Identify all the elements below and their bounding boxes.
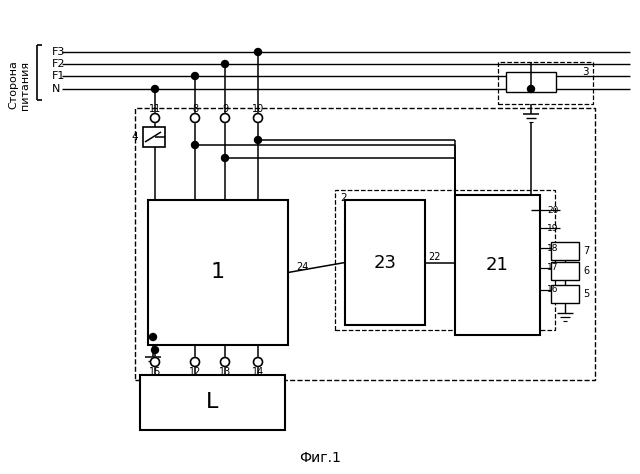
Bar xyxy=(551,242,579,260)
Text: L: L xyxy=(206,392,219,412)
Circle shape xyxy=(253,113,262,122)
Text: Сторона: Сторона xyxy=(8,61,18,109)
Text: 4: 4 xyxy=(131,132,138,142)
Text: 11: 11 xyxy=(149,104,161,114)
Circle shape xyxy=(191,142,198,148)
Text: 9: 9 xyxy=(222,104,228,114)
Text: 12: 12 xyxy=(189,367,201,377)
Circle shape xyxy=(152,85,159,92)
Bar xyxy=(455,195,540,335)
Text: 2: 2 xyxy=(340,193,347,203)
Text: 8: 8 xyxy=(192,104,198,114)
Circle shape xyxy=(253,357,262,366)
Text: 22: 22 xyxy=(428,252,440,262)
Bar xyxy=(140,375,285,430)
Text: 23: 23 xyxy=(374,254,397,272)
Text: N: N xyxy=(52,84,60,94)
Text: 5: 5 xyxy=(583,289,589,299)
Circle shape xyxy=(191,73,198,80)
Circle shape xyxy=(255,137,262,144)
Text: 24: 24 xyxy=(296,263,308,273)
Circle shape xyxy=(221,61,228,67)
Text: 18: 18 xyxy=(547,244,559,253)
Text: 7: 7 xyxy=(583,246,589,256)
Text: 21: 21 xyxy=(486,256,509,274)
Text: F2: F2 xyxy=(52,59,65,69)
Text: 20: 20 xyxy=(547,206,558,215)
Circle shape xyxy=(150,113,159,122)
Text: 19: 19 xyxy=(547,224,559,233)
Bar xyxy=(506,72,556,92)
Bar xyxy=(148,200,288,345)
Text: 10: 10 xyxy=(252,104,264,114)
Circle shape xyxy=(221,155,228,162)
Circle shape xyxy=(191,113,200,122)
Text: F3: F3 xyxy=(52,47,65,57)
Bar xyxy=(498,62,593,104)
Circle shape xyxy=(527,85,534,92)
Text: 6: 6 xyxy=(583,266,589,276)
Bar xyxy=(143,127,165,147)
Text: 17: 17 xyxy=(547,264,559,273)
Bar xyxy=(345,200,425,325)
Circle shape xyxy=(191,357,200,366)
Circle shape xyxy=(152,346,159,354)
Text: 1: 1 xyxy=(211,263,225,283)
Circle shape xyxy=(221,357,230,366)
Circle shape xyxy=(150,334,157,340)
Bar xyxy=(551,262,579,280)
Text: Фиг.1: Фиг.1 xyxy=(299,451,341,465)
Text: F1: F1 xyxy=(52,71,65,81)
Text: 16: 16 xyxy=(547,285,559,294)
Text: 14: 14 xyxy=(252,367,264,377)
Text: 3: 3 xyxy=(582,67,588,77)
Circle shape xyxy=(221,113,230,122)
Circle shape xyxy=(255,48,262,55)
Bar xyxy=(135,108,595,380)
Bar xyxy=(335,190,555,330)
Circle shape xyxy=(150,357,159,366)
Text: питания: питания xyxy=(20,61,30,109)
Text: 15: 15 xyxy=(149,367,161,377)
Bar xyxy=(551,285,579,303)
Text: 13: 13 xyxy=(219,367,231,377)
